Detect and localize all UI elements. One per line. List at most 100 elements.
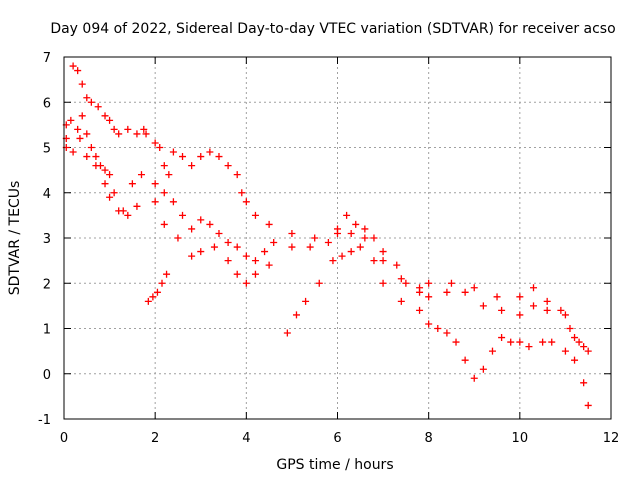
data-point xyxy=(283,329,291,337)
data-point xyxy=(179,211,187,219)
data-point xyxy=(215,153,223,161)
data-point xyxy=(516,338,524,346)
data-point xyxy=(87,98,95,106)
data-point xyxy=(160,220,168,228)
data-point xyxy=(251,257,259,265)
data-point xyxy=(142,130,150,138)
data-point xyxy=(447,279,455,287)
data-point xyxy=(133,130,141,138)
data-point xyxy=(242,198,250,206)
data-point xyxy=(210,243,218,251)
data-point xyxy=(106,193,114,201)
y-tick-label: 0 xyxy=(43,368,51,383)
data-point xyxy=(101,180,109,188)
data-point xyxy=(370,257,378,265)
data-point xyxy=(74,67,82,75)
data-point xyxy=(124,125,132,133)
data-point xyxy=(557,306,565,314)
data-point xyxy=(507,338,515,346)
data-point xyxy=(151,180,159,188)
data-point xyxy=(452,338,460,346)
series-segment-b xyxy=(557,306,592,355)
data-point xyxy=(169,148,177,156)
y-axis-ticks: -1 0 1 2 3 4 5 6 7 xyxy=(38,51,611,428)
chart-title: Day 094 of 2022, Sidereal Day-to-day VTE… xyxy=(50,21,615,37)
data-point xyxy=(106,171,114,179)
data-point xyxy=(224,162,232,170)
data-point xyxy=(479,365,487,373)
x-tick-label: 10 xyxy=(512,431,529,446)
data-point xyxy=(83,130,91,138)
data-point xyxy=(92,162,100,170)
data-point xyxy=(347,248,355,256)
data-point xyxy=(292,311,300,319)
grid xyxy=(64,57,611,419)
data-point xyxy=(110,125,118,133)
data-point xyxy=(215,229,223,237)
data-point xyxy=(302,297,310,305)
data-point xyxy=(265,220,273,228)
series-track-upper xyxy=(62,62,551,305)
data-point xyxy=(206,148,214,156)
x-tick-label: 12 xyxy=(603,431,620,446)
data-point xyxy=(416,306,424,314)
data-point xyxy=(402,279,410,287)
data-point xyxy=(315,279,323,287)
data-point xyxy=(425,320,433,328)
series-track-lower xyxy=(62,134,592,409)
data-point xyxy=(133,202,141,210)
data-point xyxy=(261,248,269,256)
series-segment-a xyxy=(144,270,171,305)
data-point xyxy=(206,220,214,228)
data-point xyxy=(370,234,378,242)
data-point xyxy=(543,297,551,305)
x-tick-label: 2 xyxy=(151,431,159,446)
data-point xyxy=(580,343,588,351)
data-point xyxy=(379,257,387,265)
data-point xyxy=(566,325,574,332)
data-point xyxy=(83,153,91,161)
data-point xyxy=(548,338,556,346)
data-point xyxy=(530,284,538,292)
data-point xyxy=(561,311,569,319)
data-point xyxy=(110,189,118,197)
data-point xyxy=(224,239,232,247)
data-point xyxy=(174,234,182,242)
data-point xyxy=(179,153,187,161)
data-point xyxy=(543,306,551,314)
y-axis-label: SDTVAR / TECUs xyxy=(7,181,23,296)
data-point xyxy=(160,189,168,197)
data-point xyxy=(238,189,246,197)
data-point xyxy=(530,302,538,310)
data-point xyxy=(516,311,524,319)
data-point xyxy=(461,356,469,364)
data-point xyxy=(356,243,364,251)
data-point xyxy=(101,112,109,120)
plot-frame xyxy=(63,56,612,420)
y-tick-label: 7 xyxy=(43,51,51,66)
y-tick-label: 4 xyxy=(43,187,51,202)
x-tick-label: 0 xyxy=(60,431,68,446)
data-point xyxy=(488,347,496,355)
data-point xyxy=(140,125,148,133)
data-point xyxy=(78,80,86,88)
data-point xyxy=(188,252,196,260)
data-point xyxy=(69,148,77,156)
data-point xyxy=(151,139,159,147)
x-axis-label: GPS time / hours xyxy=(276,457,393,473)
data-point xyxy=(144,297,152,305)
y-tick-label: 1 xyxy=(43,323,51,338)
data-point xyxy=(169,198,177,206)
data-point xyxy=(160,162,168,170)
data-point xyxy=(425,279,433,287)
data-point xyxy=(251,270,259,278)
data-point xyxy=(334,229,341,237)
data-point xyxy=(571,356,579,364)
y-tick-label: 2 xyxy=(43,277,51,292)
data-point xyxy=(78,112,86,120)
data-point xyxy=(188,225,196,233)
data-point xyxy=(151,198,159,206)
data-point xyxy=(361,225,369,233)
data-point xyxy=(425,293,433,301)
